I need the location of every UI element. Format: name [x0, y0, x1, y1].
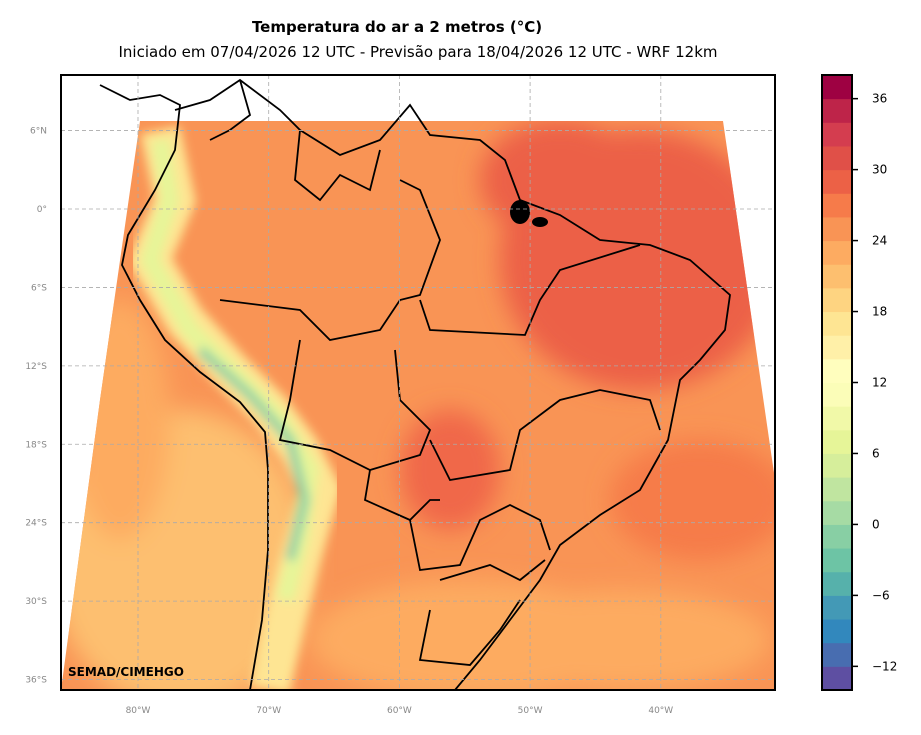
colorbar-bin: [822, 571, 852, 596]
colorbar-bin: [822, 429, 852, 454]
colorbar-bin: [822, 382, 852, 407]
lat-tick-label: 0°: [37, 205, 47, 215]
colorbar-bin: [822, 548, 852, 573]
colorbar-bin: [822, 595, 852, 620]
colorbar-bin: [822, 193, 852, 218]
lon-tick-label: 60°W: [387, 706, 412, 716]
lat-tick-label: 6°N: [30, 127, 47, 137]
colorbar-tick-label: 0: [872, 517, 880, 531]
lat-tick-label: 30°S: [25, 597, 47, 607]
colorbar-tick-label: 24: [872, 234, 887, 248]
colorbar-bin: [822, 358, 852, 383]
lat-tick-label: 24°S: [25, 519, 47, 529]
colorbar-tick-label: 12: [872, 376, 887, 390]
colorbar-tick-label: 18: [872, 305, 887, 319]
colorbar-bin: [822, 240, 852, 265]
lon-tick-label: 70°W: [256, 706, 281, 716]
credit-label: SEMAD/CIMEHGO: [68, 665, 184, 679]
colorbar-bin: [822, 500, 852, 525]
lat-tick-label: 12°S: [25, 362, 47, 372]
colorbar-bin: [822, 216, 852, 242]
lat-tick-label: 6°S: [31, 283, 47, 293]
colorbar-bin: [822, 453, 852, 478]
graticule: [61, 75, 775, 690]
lat-tick-label: 36°S: [25, 676, 47, 686]
colorbar-bin: [822, 311, 852, 336]
map-title: Temperatura do ar a 2 metros (°C): [251, 18, 543, 36]
lon-tick-label: 50°W: [518, 706, 543, 716]
colorbar-bin: [822, 477, 852, 502]
colorbar-bin: [822, 642, 852, 667]
colorbar-tick-label: 6: [872, 446, 880, 460]
colorbar-tick-label: −12: [872, 659, 897, 673]
colorbar-bin: [822, 406, 852, 431]
map-subtitle: Iniciado em 07/04/2026 12 UTC - Previsão…: [118, 43, 718, 61]
colorbar-bin: [822, 75, 852, 100]
colorbar-bin: [822, 145, 852, 171]
colorbar-bin: [822, 98, 852, 123]
colorbar: 36 30 24 18 12 6 0 −6 −12: [821, 74, 897, 691]
lon-tick-label: 80°W: [126, 706, 151, 716]
colorbar-bin: [822, 335, 852, 360]
colorbar-tick-label: 36: [872, 92, 887, 106]
amazon-delta: [510, 200, 548, 227]
temperature-field: [61, 75, 775, 690]
colorbar-bin: [822, 619, 852, 644]
coastlines: [99, 78, 731, 690]
colorbar-bin: [822, 666, 852, 691]
colorbar-tick-label: −6: [872, 588, 890, 602]
colorbar-bin: [822, 169, 852, 194]
map-frame: [60, 74, 776, 691]
colorbar-bin: [822, 287, 852, 313]
colorbar-bin: [822, 524, 852, 549]
colorbar-bin: [822, 122, 852, 147]
colorbar-tick-label: 30: [872, 163, 887, 177]
lat-tick-label: 18°S: [25, 440, 47, 450]
colorbar-bin: [822, 264, 852, 289]
lon-tick-label: 40°W: [648, 706, 673, 716]
